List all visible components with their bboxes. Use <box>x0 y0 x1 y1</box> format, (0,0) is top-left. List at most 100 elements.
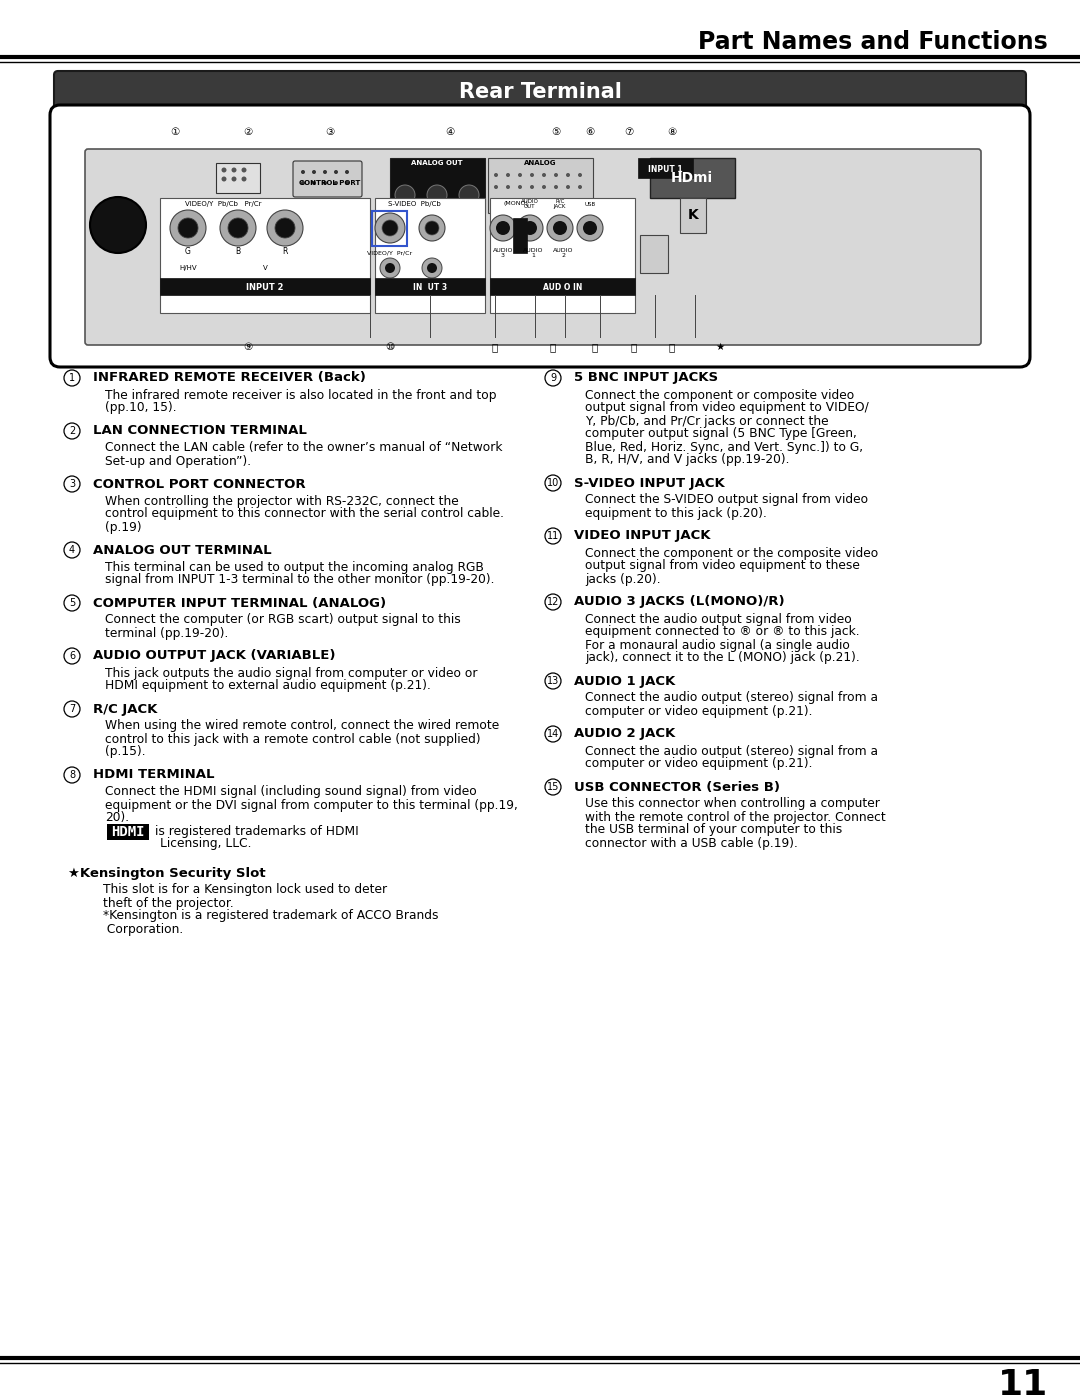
Text: USB CONNECTOR (Series B): USB CONNECTOR (Series B) <box>573 781 780 793</box>
Circle shape <box>507 184 510 189</box>
Circle shape <box>231 176 237 182</box>
Text: AUDIO 3 JACKS (L(MONO)/R): AUDIO 3 JACKS (L(MONO)/R) <box>573 595 785 609</box>
Text: Connect the audio output (stereo) signal from a: Connect the audio output (stereo) signal… <box>585 692 878 704</box>
Text: Use this connector when controlling a computer: Use this connector when controlling a co… <box>585 798 880 810</box>
Circle shape <box>583 221 597 235</box>
Text: ⑨: ⑨ <box>243 342 253 352</box>
Text: VIDEO/Y  Pb/Cb   Pr/Cr: VIDEO/Y Pb/Cb Pr/Cr <box>185 201 261 207</box>
Bar <box>490 278 635 295</box>
Text: equipment connected to ® or ® to this jack.: equipment connected to ® or ® to this ja… <box>585 626 860 638</box>
Circle shape <box>345 182 349 184</box>
Text: AUDIO 1 JACK: AUDIO 1 JACK <box>573 675 675 687</box>
Circle shape <box>578 184 582 189</box>
Text: USB: USB <box>584 201 595 207</box>
Text: HDmi: HDmi <box>671 170 713 184</box>
Text: ⑤: ⑤ <box>552 127 561 137</box>
Bar <box>513 218 527 253</box>
Text: (pp.10, 15).: (pp.10, 15). <box>105 401 177 415</box>
Text: VIDEO/Y  Pr/Cr: VIDEO/Y Pr/Cr <box>367 250 413 256</box>
Circle shape <box>228 218 248 237</box>
Circle shape <box>64 767 80 782</box>
Text: 15: 15 <box>546 782 559 792</box>
Circle shape <box>427 184 447 205</box>
Text: S-VIDEO INPUT JACK: S-VIDEO INPUT JACK <box>573 476 725 489</box>
Bar <box>490 198 635 313</box>
Text: This slot is for a Kensington lock used to deter: This slot is for a Kensington lock used … <box>103 883 387 897</box>
Text: HDMI TERMINAL: HDMI TERMINAL <box>93 768 215 781</box>
Circle shape <box>530 173 534 177</box>
Circle shape <box>578 173 582 177</box>
Text: 8: 8 <box>69 770 76 780</box>
Circle shape <box>323 182 327 184</box>
Text: ⑦: ⑦ <box>624 127 634 137</box>
Text: ⑬: ⑬ <box>592 342 598 352</box>
Circle shape <box>518 184 522 189</box>
Circle shape <box>507 173 510 177</box>
Circle shape <box>523 221 537 235</box>
Circle shape <box>427 263 437 272</box>
Text: equipment to this jack (p.20).: equipment to this jack (p.20). <box>585 507 767 520</box>
Text: connector with a USB cable (p.19).: connector with a USB cable (p.19). <box>585 837 798 849</box>
Circle shape <box>380 258 400 278</box>
Text: (p.19): (p.19) <box>105 521 141 534</box>
Circle shape <box>64 370 80 386</box>
Text: theft of the projector.: theft of the projector. <box>103 897 233 909</box>
Text: ANALOG OUT TERMINAL: ANALOG OUT TERMINAL <box>93 543 272 556</box>
Text: 5: 5 <box>69 598 76 608</box>
Circle shape <box>577 215 603 242</box>
Text: ④: ④ <box>445 127 455 137</box>
Circle shape <box>267 210 303 246</box>
Text: R: R <box>282 247 287 257</box>
Text: This terminal can be used to output the incoming analog RGB: This terminal can be used to output the … <box>105 560 484 574</box>
Circle shape <box>545 726 561 742</box>
Text: 14: 14 <box>546 729 559 739</box>
Text: is registered trademarks of HDMI: is registered trademarks of HDMI <box>156 826 359 838</box>
Text: computer output signal (5 BNC Type [Green,: computer output signal (5 BNC Type [Gree… <box>585 427 856 440</box>
Bar <box>640 235 669 272</box>
Text: Connect the LAN cable (refer to the owner’s manual of “Network: Connect the LAN cable (refer to the owne… <box>105 441 502 454</box>
Text: Y, Pb/Cb, and Pr/Cr jacks or connect the: Y, Pb/Cb, and Pr/Cr jacks or connect the <box>585 415 828 427</box>
Circle shape <box>545 780 561 795</box>
Text: G: G <box>185 247 191 257</box>
Text: ⑮: ⑮ <box>669 342 675 352</box>
Text: terminal (pp.19-20).: terminal (pp.19-20). <box>105 626 228 640</box>
Bar <box>375 198 485 313</box>
Text: The infrared remote receiver is also located in the front and top: The infrared remote receiver is also loc… <box>105 388 497 401</box>
Text: CONTROL PORT: CONTROL PORT <box>299 180 361 186</box>
Text: control equipment to this connector with the serial control cable.: control equipment to this connector with… <box>105 507 504 521</box>
Text: ⑩: ⑩ <box>386 342 394 352</box>
Circle shape <box>275 218 295 237</box>
Text: 9: 9 <box>550 373 556 383</box>
Circle shape <box>334 182 338 184</box>
FancyBboxPatch shape <box>293 161 362 197</box>
Text: ②: ② <box>243 127 253 137</box>
Text: CONTROL PORT CONNECTOR: CONTROL PORT CONNECTOR <box>93 478 306 490</box>
Text: Corporation.: Corporation. <box>103 922 184 936</box>
Text: Connect the component or the composite video: Connect the component or the composite v… <box>585 546 878 560</box>
Text: VIDEO INPUT JACK: VIDEO INPUT JACK <box>573 529 711 542</box>
Circle shape <box>490 215 516 242</box>
Bar <box>680 198 706 233</box>
Text: ⑪: ⑪ <box>491 342 498 352</box>
Circle shape <box>64 701 80 717</box>
Bar <box>638 158 693 177</box>
Text: jack), connect it to the L (MONO) jack (p.21).: jack), connect it to the L (MONO) jack (… <box>585 651 860 665</box>
Text: Connect the HDMI signal (including sound signal) from video: Connect the HDMI signal (including sound… <box>105 785 476 799</box>
Circle shape <box>545 673 561 689</box>
Circle shape <box>64 542 80 557</box>
Text: *Kensington is a registered trademark of ACCO Brands: *Kensington is a registered trademark of… <box>103 909 438 922</box>
Circle shape <box>426 221 438 235</box>
Bar <box>488 158 593 212</box>
Text: Blue, Red, Horiz. Sync, and Vert. Sync.]) to G,: Blue, Red, Horiz. Sync, and Vert. Sync.]… <box>585 440 863 454</box>
Bar <box>390 158 485 212</box>
Text: AUD O IN: AUD O IN <box>543 282 583 292</box>
Text: 12: 12 <box>546 597 559 608</box>
FancyBboxPatch shape <box>50 105 1030 367</box>
Text: K: K <box>688 208 699 222</box>
Circle shape <box>242 168 246 172</box>
Text: signal from INPUT 1-3 terminal to the other monitor (pp.19-20).: signal from INPUT 1-3 terminal to the ot… <box>105 574 495 587</box>
Text: HDMI: HDMI <box>111 826 145 840</box>
Text: 5 BNC INPUT JACKS: 5 BNC INPUT JACKS <box>573 372 718 384</box>
Bar <box>216 163 260 193</box>
Circle shape <box>517 215 543 242</box>
